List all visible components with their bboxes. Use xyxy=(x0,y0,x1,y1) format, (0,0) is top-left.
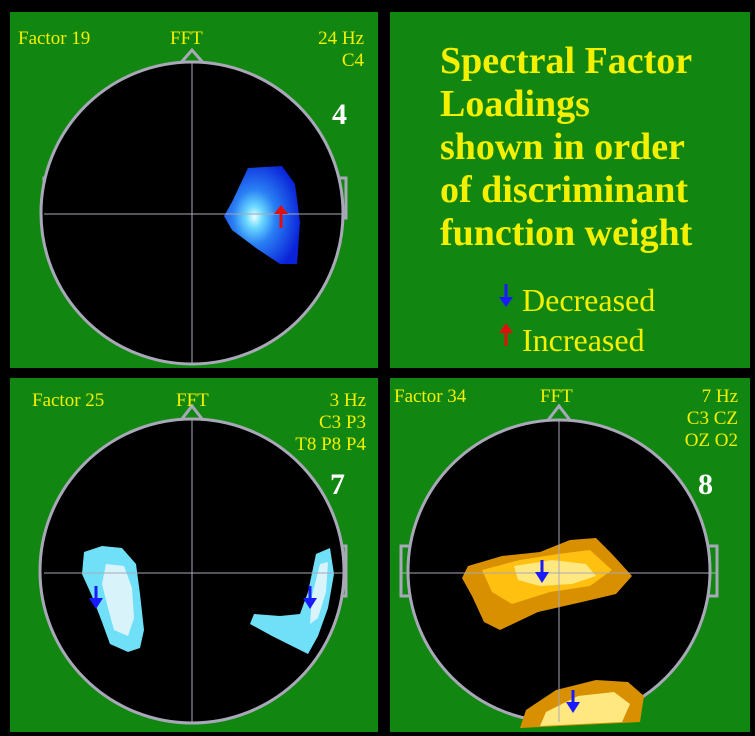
decrease-arrow-occipital xyxy=(566,690,580,713)
frequency-label: 3 Hz xyxy=(329,390,366,411)
rank-number: 8 xyxy=(698,468,713,501)
electrode-label: OZ O2 xyxy=(684,430,738,451)
down-arrow-icon xyxy=(499,284,513,307)
up-arrow-icon xyxy=(499,323,513,346)
decrease-arrow-left xyxy=(89,586,103,609)
right-ear xyxy=(708,544,719,598)
method-label: FFT xyxy=(170,28,203,49)
legend-title: Spectral Factor Loadings shown in order … xyxy=(440,40,693,254)
nose xyxy=(176,47,208,67)
decrease-arrow-central xyxy=(535,560,549,583)
legend-decreased: Decreased xyxy=(498,282,655,318)
activation-region-occipital-core xyxy=(540,692,630,726)
left-ear xyxy=(399,544,410,598)
method-label: FFT xyxy=(176,390,209,411)
frequency-label: 7 Hz xyxy=(701,386,738,407)
rank-number: 4 xyxy=(332,98,347,131)
activation-region-left-core xyxy=(102,564,134,636)
electrode-label: C3 P3 xyxy=(319,412,366,433)
legend-increased: Increased xyxy=(498,322,645,358)
head-topomap xyxy=(399,403,719,728)
electrode-label: T8 P8 P4 xyxy=(295,434,366,455)
frequency-label: 24 Hz xyxy=(318,28,364,49)
head-topomap xyxy=(39,47,348,366)
head-topomap xyxy=(38,403,348,725)
method-label: FFT xyxy=(540,386,573,407)
activation-region-right-core xyxy=(310,562,328,624)
topomap-panel-factor-25: Factor 25 FFT 3 Hz C3 P3 T8 P8 P4 7 xyxy=(10,378,378,732)
factor-label: Factor 34 xyxy=(394,386,467,407)
legend-panel: Spectral Factor Loadings shown in order … xyxy=(390,12,750,368)
topomap-panel-factor-34: Factor 34 FFT 7 Hz C3 CZ OZ O2 8 xyxy=(390,378,750,732)
legend-decreased-label: Decreased xyxy=(522,282,656,318)
decrease-arrow-right xyxy=(303,586,317,609)
rank-number: 7 xyxy=(330,468,345,501)
electrode-label: C3 CZ xyxy=(686,408,738,429)
factor-label: Factor 19 xyxy=(18,28,91,49)
legend-increased-label: Increased xyxy=(522,322,645,358)
increase-arrow xyxy=(274,205,288,228)
activation-region-right xyxy=(250,548,334,654)
factor-label: Factor 25 xyxy=(32,390,105,411)
nose xyxy=(543,403,575,425)
electrode-label: C4 xyxy=(341,50,364,71)
activation-region xyxy=(224,166,300,264)
topomap-panel-factor-19: Factor 19 FFT 24 Hz C4 4 xyxy=(10,12,378,368)
